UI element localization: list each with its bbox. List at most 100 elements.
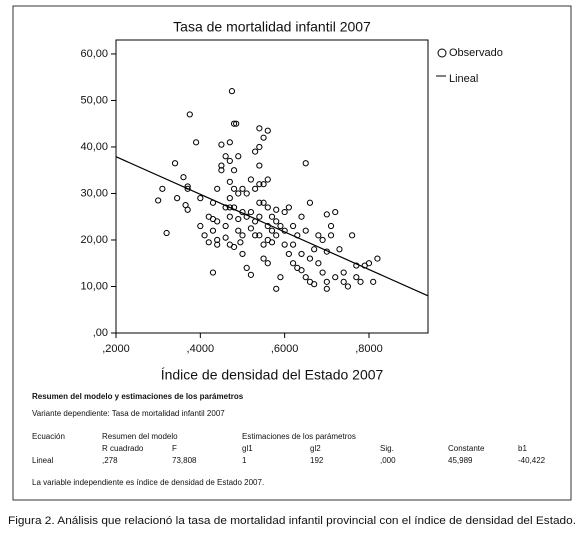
point <box>298 250 305 258</box>
table-cell: 45,989 <box>448 456 473 465</box>
point <box>252 185 259 192</box>
point <box>222 153 229 160</box>
table-cell: 1 <box>242 456 247 465</box>
point <box>247 176 255 183</box>
point <box>155 197 162 204</box>
table-cell: -40,422 <box>518 456 546 465</box>
point <box>163 229 170 237</box>
point <box>260 241 267 248</box>
table-header: gl2 <box>310 444 321 453</box>
point <box>256 181 263 188</box>
point <box>218 162 225 169</box>
point <box>357 278 364 285</box>
point <box>281 241 288 248</box>
point <box>323 278 330 285</box>
point <box>327 222 335 230</box>
point <box>340 278 347 285</box>
point <box>226 213 233 220</box>
legend-marker <box>437 48 447 58</box>
point <box>197 195 204 202</box>
y-tick-label: 20,00 <box>80 234 108 246</box>
point <box>209 199 217 206</box>
y-tick-label: 10,00 <box>80 280 108 292</box>
table-cell: Lineal <box>32 456 54 465</box>
point <box>235 227 242 234</box>
point <box>201 232 208 239</box>
point <box>228 88 236 95</box>
x-tick-label: ,4000 <box>187 343 215 355</box>
point <box>235 190 242 197</box>
point <box>214 236 221 244</box>
point <box>323 248 330 255</box>
table-cell: ,278 <box>102 456 118 465</box>
table-header: b1 <box>518 444 527 453</box>
point <box>256 199 263 206</box>
point <box>218 167 225 174</box>
y-tick-label: 30,00 <box>80 187 108 199</box>
x-tick-label: ,6000 <box>271 343 299 355</box>
point <box>214 241 221 248</box>
table-header: gl1 <box>242 444 253 453</box>
point <box>302 274 309 281</box>
point <box>180 174 187 181</box>
x-tick-label: ,2000 <box>102 343 130 355</box>
plot-area <box>115 39 429 334</box>
point <box>243 264 250 271</box>
point <box>226 157 233 165</box>
point <box>306 255 314 262</box>
point <box>294 232 301 239</box>
point <box>302 160 309 167</box>
point <box>186 111 193 118</box>
point <box>239 208 246 216</box>
point <box>264 260 271 267</box>
point <box>222 234 229 241</box>
table-note: La variable independiente es índice de d… <box>32 478 264 487</box>
point <box>273 232 280 239</box>
legend-label: Lineal <box>449 73 478 85</box>
point <box>184 185 191 192</box>
point <box>365 260 373 267</box>
point <box>268 239 276 246</box>
y-tick-label: 40,00 <box>80 141 108 153</box>
caption: Figura 2. Análisis que relacionó la tasa… <box>8 515 576 527</box>
point <box>273 206 280 213</box>
point <box>205 239 212 246</box>
point <box>159 185 166 192</box>
point <box>319 236 326 244</box>
point <box>226 204 233 211</box>
point <box>218 141 225 148</box>
point <box>268 213 276 220</box>
point <box>289 222 297 230</box>
point <box>260 181 267 188</box>
table-header: Constante <box>448 444 485 453</box>
point <box>323 285 330 292</box>
point <box>252 232 259 239</box>
point <box>260 255 267 262</box>
point <box>193 139 200 146</box>
point <box>239 250 246 258</box>
point <box>264 204 271 211</box>
point <box>298 267 305 274</box>
point <box>222 222 229 230</box>
point <box>237 239 244 246</box>
table-dependent: Variante dependiente: Tasa de mortalidad… <box>32 409 225 418</box>
point <box>268 227 276 234</box>
point <box>285 250 292 258</box>
point <box>230 185 238 192</box>
point <box>349 232 356 239</box>
point <box>298 213 305 220</box>
table-cell: 192 <box>310 456 324 465</box>
point <box>264 222 271 230</box>
point <box>243 213 250 220</box>
point <box>289 260 297 267</box>
y-tick-label: 60,00 <box>80 48 108 60</box>
point <box>260 134 267 141</box>
x-tick-label: ,8000 <box>355 343 383 355</box>
point <box>277 274 284 281</box>
point <box>264 127 271 134</box>
point <box>230 120 238 127</box>
point <box>285 204 292 211</box>
point <box>332 208 339 216</box>
point <box>281 208 288 216</box>
